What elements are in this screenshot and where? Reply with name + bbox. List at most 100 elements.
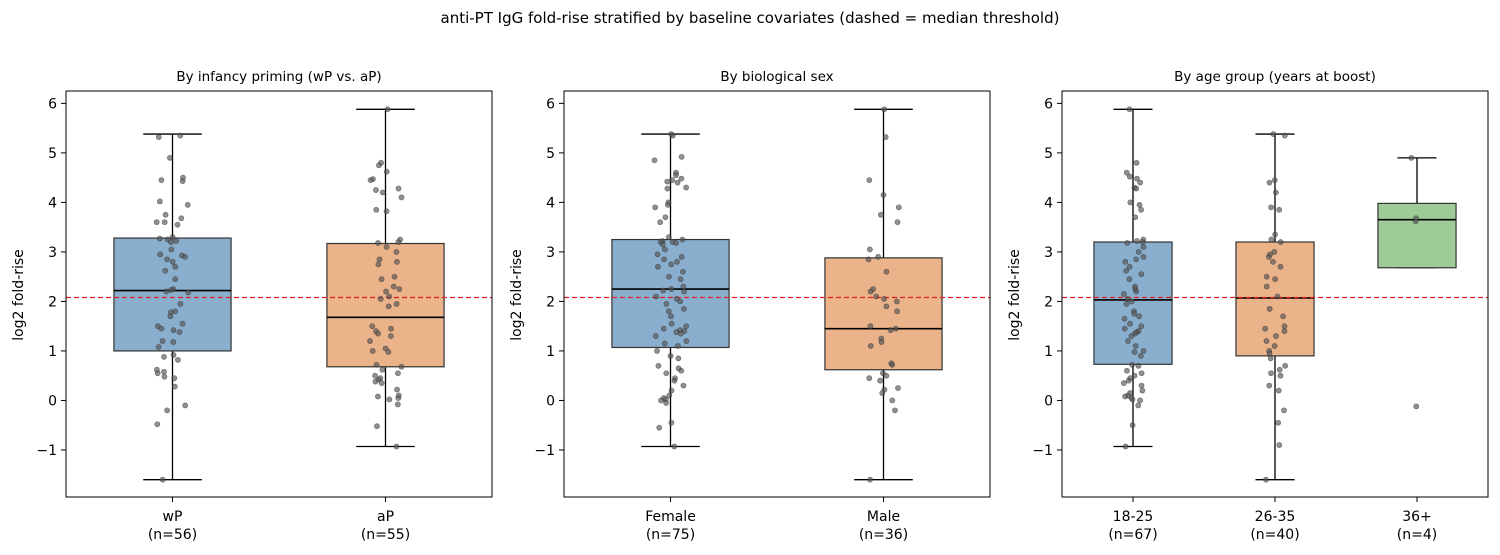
data-point [1266, 305, 1273, 312]
data-point [660, 325, 667, 332]
data-point [1271, 343, 1278, 349]
data-point [1137, 179, 1144, 186]
data-point [378, 276, 385, 283]
data-point [167, 313, 174, 320]
data-point [1123, 267, 1130, 274]
data-point [1281, 407, 1287, 414]
data-point [372, 378, 379, 385]
data-point [163, 288, 170, 295]
data-point [170, 339, 177, 345]
data-point [881, 106, 888, 113]
data-point [162, 211, 169, 218]
y-tick-label: 4 [1044, 195, 1053, 211]
data-point [1137, 397, 1143, 404]
data-point [867, 323, 874, 330]
data-point [383, 244, 390, 250]
data-point [159, 476, 166, 483]
data-point [1139, 387, 1146, 394]
data-point [1272, 189, 1279, 196]
data-point [668, 387, 675, 394]
data-point [1268, 370, 1274, 377]
data-point [1273, 333, 1279, 339]
data-point [883, 268, 890, 275]
data-point [657, 219, 664, 226]
data-point [383, 208, 390, 215]
data-point [395, 395, 402, 401]
x-tick-count: (n=67) [1108, 527, 1157, 543]
x-tick-count: (n=56) [148, 527, 197, 543]
data-point [372, 372, 378, 379]
data-point [673, 172, 679, 179]
x-tick-label: 18-25 [1113, 509, 1154, 525]
y-axis-label: log2 fold-rise [1007, 249, 1023, 341]
data-point [161, 219, 168, 226]
x-tick-label: Female [645, 509, 696, 525]
y-tick-label: 1 [546, 344, 555, 360]
y-tick-label: 2 [546, 294, 555, 310]
data-point [894, 219, 901, 226]
x-tick-count: (n=55) [361, 527, 410, 543]
data-point [1127, 199, 1134, 206]
data-point [865, 256, 872, 263]
data-point [671, 377, 678, 384]
data-point [678, 253, 685, 260]
data-point [1412, 218, 1419, 225]
box-iqr [611, 238, 730, 349]
data-point [1136, 313, 1143, 320]
data-point [378, 380, 385, 387]
data-point [1271, 177, 1278, 184]
data-point [1272, 231, 1279, 238]
data-point [379, 189, 386, 196]
data-point [178, 215, 185, 222]
data-point [1275, 387, 1282, 394]
data-point [170, 351, 177, 358]
data-point [398, 194, 405, 201]
data-point [680, 382, 687, 389]
data-point [1270, 131, 1277, 137]
data-point [1123, 301, 1130, 307]
data-point [396, 286, 403, 292]
data-point [1128, 298, 1135, 305]
y-tick-label: 3 [48, 245, 57, 261]
data-point [1140, 244, 1147, 250]
data-point [1121, 325, 1128, 332]
data-point [395, 239, 402, 245]
data-point [1277, 372, 1284, 379]
data-point [168, 239, 174, 245]
data-point [664, 185, 671, 192]
data-point [1126, 173, 1133, 180]
y-tick-label: 5 [48, 146, 57, 162]
data-point [664, 178, 671, 185]
data-point [398, 363, 405, 370]
data-point [161, 373, 168, 380]
data-point [681, 288, 688, 295]
data-point [683, 338, 690, 344]
data-point [1138, 271, 1145, 278]
x-tick-count: (n=4) [1397, 527, 1437, 543]
data-point [375, 393, 381, 400]
data-point [654, 348, 660, 354]
x-tick-label: 36+ [1402, 509, 1432, 525]
y-tick-label: 6 [48, 96, 57, 112]
data-point [379, 366, 386, 373]
data-point [678, 153, 685, 160]
data-point [883, 303, 890, 310]
data-point [661, 340, 668, 347]
data-point [1281, 328, 1288, 335]
data-point [893, 298, 900, 305]
data-point [1139, 239, 1146, 245]
data-point [678, 175, 685, 182]
data-point [866, 246, 873, 253]
data-point [882, 134, 889, 140]
y-tick-label: 2 [1044, 294, 1053, 310]
data-point [155, 134, 162, 140]
data-point [390, 283, 397, 290]
data-point [1122, 393, 1129, 400]
x-tick-count: (n=40) [1250, 527, 1299, 543]
data-point [373, 361, 380, 368]
data-point [887, 327, 894, 334]
data-point [664, 201, 671, 208]
data-point [1263, 476, 1269, 483]
data-point [164, 256, 170, 263]
data-point [894, 308, 900, 315]
